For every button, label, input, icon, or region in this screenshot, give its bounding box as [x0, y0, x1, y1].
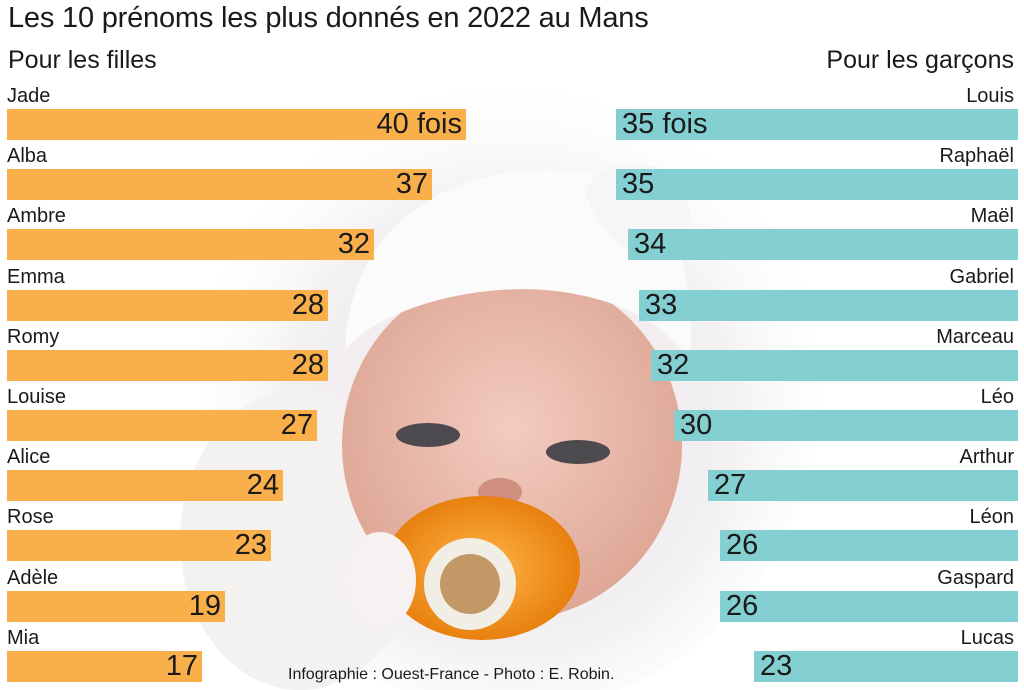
boy-name-label: Louis — [966, 85, 1014, 107]
girl-bar: 19 — [7, 591, 225, 622]
boy-name-label: Lucas — [960, 627, 1014, 649]
girl-value-label: 28 — [291, 289, 324, 321]
boy-name-label: Léo — [980, 386, 1014, 408]
girl-value-label: 19 — [188, 590, 221, 622]
boy-bar: 35 — [616, 169, 1018, 200]
boy-name-label: Marceau — [936, 326, 1014, 348]
boy-value-label: 34 — [634, 228, 667, 260]
girl-name-label: Emma — [7, 266, 65, 288]
boy-value-label: 35 — [622, 168, 655, 200]
girl-name-label: Ambre — [7, 205, 66, 227]
girl-name-label: Romy — [7, 326, 60, 348]
girl-value-label: 32 — [337, 228, 370, 260]
girl-name-label: Rose — [7, 506, 54, 528]
boy-name-label: Raphaël — [939, 145, 1014, 167]
boy-bar: 30 — [674, 410, 1018, 441]
boy-value-label: 30 — [680, 409, 713, 441]
boy-value-label: 26 — [726, 590, 759, 622]
boy-bar: 34 — [628, 229, 1018, 260]
girl-bar: 27 — [7, 410, 317, 441]
girl-value-label: 23 — [234, 529, 267, 561]
girl-value-label: 24 — [246, 469, 279, 501]
girl-value-label: 17 — [165, 650, 198, 682]
girl-bar: 28 — [7, 290, 328, 321]
girl-value-label: 27 — [280, 409, 313, 441]
boy-value-label: 26 — [726, 529, 759, 561]
boy-name-label: Gabriel — [949, 266, 1014, 288]
boy-name-label: Gaspard — [937, 567, 1014, 589]
credit-line: Infographie : Ouest-France - Photo : E. … — [288, 666, 615, 683]
girl-bar: 17 — [7, 651, 202, 682]
boy-bar: 35 fois — [616, 109, 1018, 140]
boy-name-label: Léon — [969, 506, 1015, 528]
boys-series-title: Pour les garçons — [826, 46, 1014, 74]
boy-value-label: 32 — [657, 349, 690, 381]
girl-bar: 32 — [7, 229, 374, 260]
boy-bar: 26 — [720, 591, 1018, 622]
girl-bar: 28 — [7, 350, 328, 381]
boy-name-label: Maël — [970, 205, 1014, 227]
girl-name-label: Louise — [7, 386, 66, 408]
girl-value-label: 40 fois — [376, 108, 462, 140]
girl-value-label: 37 — [395, 168, 428, 200]
boy-name-label: Arthur — [959, 446, 1014, 468]
girls-series-title: Pour les filles — [8, 46, 157, 74]
boy-value-label: 27 — [714, 469, 747, 501]
boy-value-label: 35 fois — [622, 108, 708, 140]
boy-value-label: 33 — [645, 289, 678, 321]
girl-value-label: 28 — [291, 349, 324, 381]
girl-bar: 37 — [7, 169, 432, 200]
girl-name-label: Mia — [7, 627, 40, 649]
boy-bar: 26 — [720, 530, 1018, 561]
girl-bar: 40 fois — [7, 109, 466, 140]
boy-bar: 32 — [651, 350, 1018, 381]
girl-name-label: Alba — [7, 145, 48, 167]
girl-name-label: Alice — [7, 446, 51, 468]
boy-bar: 27 — [708, 470, 1018, 501]
boy-bar: 33 — [639, 290, 1018, 321]
girl-name-label: Adèle — [7, 567, 59, 589]
chart-title: Les 10 prénoms les plus donnés en 2022 a… — [8, 2, 649, 34]
boy-bar: 23 — [754, 651, 1018, 682]
boy-value-label: 23 — [760, 650, 793, 682]
girl-bar: 23 — [7, 530, 271, 561]
girl-name-label: Jade — [7, 85, 51, 107]
girl-bar: 24 — [7, 470, 283, 501]
